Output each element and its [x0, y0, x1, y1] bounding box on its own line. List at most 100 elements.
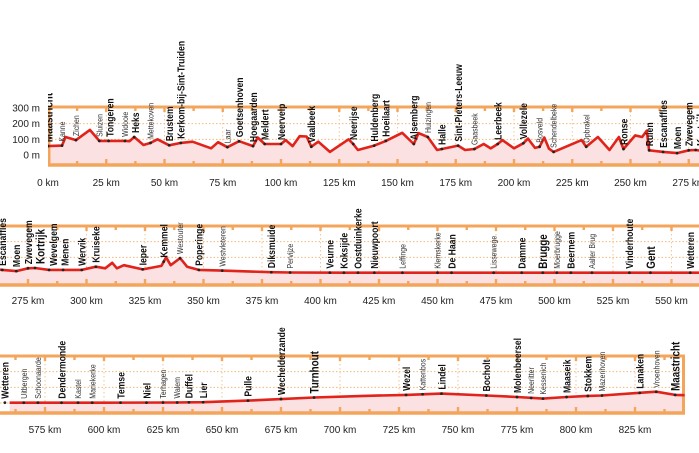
frame-tick	[173, 281, 176, 285]
frame-tick	[456, 356, 460, 361]
frame-tick	[582, 226, 585, 230]
x-tick-label: 275 km	[672, 178, 699, 189]
frame-tick	[338, 107, 341, 112]
town-dot	[201, 400, 205, 404]
x-tick-label: 300 km	[70, 296, 103, 307]
frame-tick	[425, 107, 428, 111]
town-label: Veurne	[325, 240, 337, 269]
frame-tick	[494, 226, 498, 231]
town-dot	[141, 267, 145, 271]
frame-tick	[163, 159, 166, 165]
town-dot	[178, 256, 182, 260]
town-label: Ronse	[619, 119, 631, 145]
frame-tick	[663, 356, 666, 360]
town-dot	[627, 271, 631, 275]
frame-tick	[161, 407, 165, 413]
frame-tick	[114, 281, 117, 285]
x-tick-label: 375 km	[246, 296, 279, 307]
town-dot	[404, 393, 408, 397]
frame-tick	[407, 226, 410, 230]
frame-tick	[545, 409, 548, 413]
frame-tick	[231, 226, 234, 230]
frame-tick	[279, 407, 283, 413]
town-dot	[421, 392, 424, 396]
town-label: Widooie	[120, 112, 130, 137]
frame-tick	[512, 107, 516, 112]
town-label: Kortrijk	[696, 110, 699, 146]
town-dot	[622, 147, 625, 151]
frame-tick	[377, 226, 381, 231]
frame-tick	[397, 356, 401, 361]
elevation-area	[48, 129, 699, 165]
town-dot	[412, 142, 416, 146]
x-tick-label: 250 km	[614, 178, 647, 189]
frame-tick	[553, 226, 556, 231]
town-label: Molenbeersel	[512, 338, 524, 393]
town-label: Kanne	[57, 121, 67, 141]
town-dot	[197, 268, 201, 272]
town-dot	[237, 139, 241, 143]
frame-tick	[687, 159, 690, 165]
x-tick-label: 700 km	[324, 425, 357, 436]
frame-tick	[427, 356, 430, 360]
town-label: Menen	[60, 239, 72, 266]
y-axis-labels: 300 m 200 m 100 m 0 m	[12, 104, 40, 162]
frame-tick	[600, 107, 603, 111]
frame-tick	[191, 409, 194, 413]
town-dot	[36, 401, 40, 405]
x-tick-label: 500 km	[538, 296, 571, 307]
town-label: Wetteren	[685, 232, 697, 269]
town-label: Pervijze	[285, 244, 295, 269]
frame-tick	[75, 161, 79, 165]
frame-tick	[73, 356, 76, 360]
town-dot	[565, 395, 568, 399]
town-label: Escanaffles	[0, 218, 9, 266]
frame-tick	[348, 281, 351, 285]
town-dot	[123, 139, 127, 143]
town-dot	[162, 260, 166, 264]
town-dot	[372, 271, 376, 275]
frame-tick	[486, 356, 489, 360]
town-dot	[132, 135, 136, 139]
town-dot	[3, 401, 7, 405]
frame-tick	[604, 356, 607, 360]
frame-tick	[202, 226, 205, 231]
frame-tick	[73, 409, 76, 413]
town-dot	[694, 148, 698, 152]
town-dot	[119, 401, 122, 405]
frame-tick	[633, 356, 637, 361]
town-label: Meldert	[260, 109, 272, 140]
x-tick-label: 775 km	[501, 425, 534, 436]
frame-tick	[494, 279, 498, 285]
town-dot	[90, 401, 94, 405]
frame-tick	[105, 159, 108, 165]
frame-tick	[134, 107, 137, 111]
x-tick-label: 100 km	[265, 178, 298, 189]
town-label: Laar	[223, 129, 233, 143]
town-dot	[220, 269, 224, 273]
frame-tick	[143, 226, 147, 231]
frame-tick	[220, 407, 224, 413]
frame-tick	[260, 226, 264, 231]
town-label: Tongeren	[105, 98, 117, 137]
town-label: Huizingen	[423, 102, 433, 133]
frame-tick	[161, 356, 165, 361]
frame-tick	[483, 107, 487, 111]
town-label: Vaalbeek	[306, 105, 318, 142]
town-label: Halle	[437, 124, 449, 145]
town-label: Moen	[11, 245, 23, 268]
town-label: Gent	[645, 246, 658, 269]
town-label: Gaasbeek	[470, 113, 480, 145]
town-label: Koksijde	[339, 233, 351, 269]
town-label: Lier	[198, 382, 210, 398]
profile-row-3: Wetteren Uitbergen Schoonaarde Dendermonde K…	[0, 327, 685, 415]
frame-tick	[582, 281, 585, 285]
frame-tick	[231, 281, 234, 285]
x-tick-label: 600 km	[88, 425, 121, 436]
frame-tick	[85, 226, 88, 231]
town-label: Maastricht	[670, 341, 683, 391]
x-tick-label: 525 km	[597, 296, 630, 307]
frame-tick	[319, 279, 322, 285]
town-label: Hoegaarden	[248, 92, 260, 142]
town-label: Huldenberg	[369, 94, 381, 142]
